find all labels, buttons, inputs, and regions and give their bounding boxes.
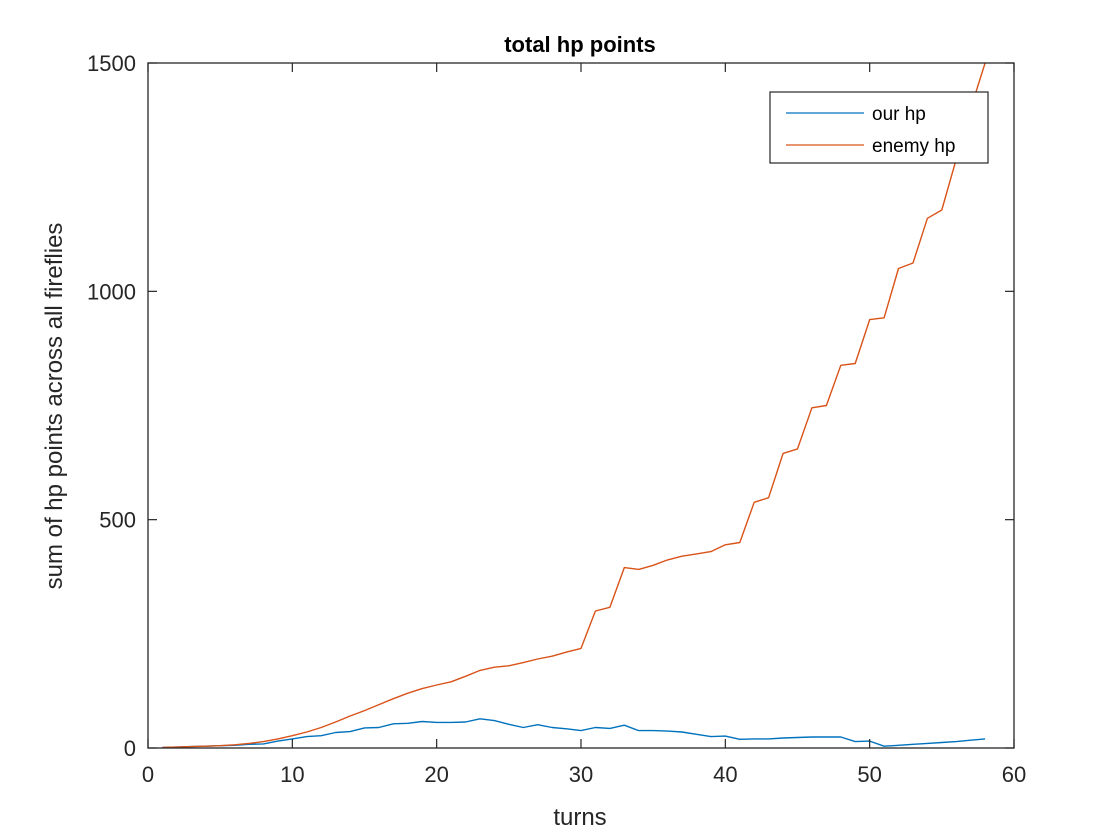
legend-label-enemy-hp: enemy hp — [872, 136, 955, 157]
series-line-our-hp — [162, 718, 986, 748]
x-tick-label: 0 — [142, 762, 154, 787]
axis-ticks: 0 10 20 30 40 50 60 0 500 1000 1500 — [87, 51, 1026, 787]
y-tick-label: 0 — [124, 736, 136, 761]
plot-lines — [162, 63, 986, 748]
y-tick-label: 500 — [99, 508, 136, 533]
legend-label-our-hp: our hp — [872, 104, 926, 125]
legend-box — [769, 91, 989, 164]
x-tick-label: 40 — [713, 762, 737, 787]
x-tick-label: 20 — [424, 762, 448, 787]
plot-frame — [147, 62, 1015, 749]
x-axis-label: turns — [553, 804, 606, 831]
legend: our hp enemy hp — [769, 91, 989, 164]
x-tick-label: 10 — [280, 762, 304, 787]
x-tick-label: 30 — [569, 762, 593, 787]
x-tick-label: 50 — [857, 762, 881, 787]
chart-title: total hp points — [504, 32, 656, 57]
series-line-enemy-hp — [162, 63, 986, 748]
y-axis-label: sum of hp points across all fireflies — [41, 223, 68, 590]
y-tick-label: 1500 — [87, 51, 136, 76]
x-tick-label: 60 — [1002, 762, 1026, 787]
y-tick-label: 1000 — [87, 279, 136, 304]
